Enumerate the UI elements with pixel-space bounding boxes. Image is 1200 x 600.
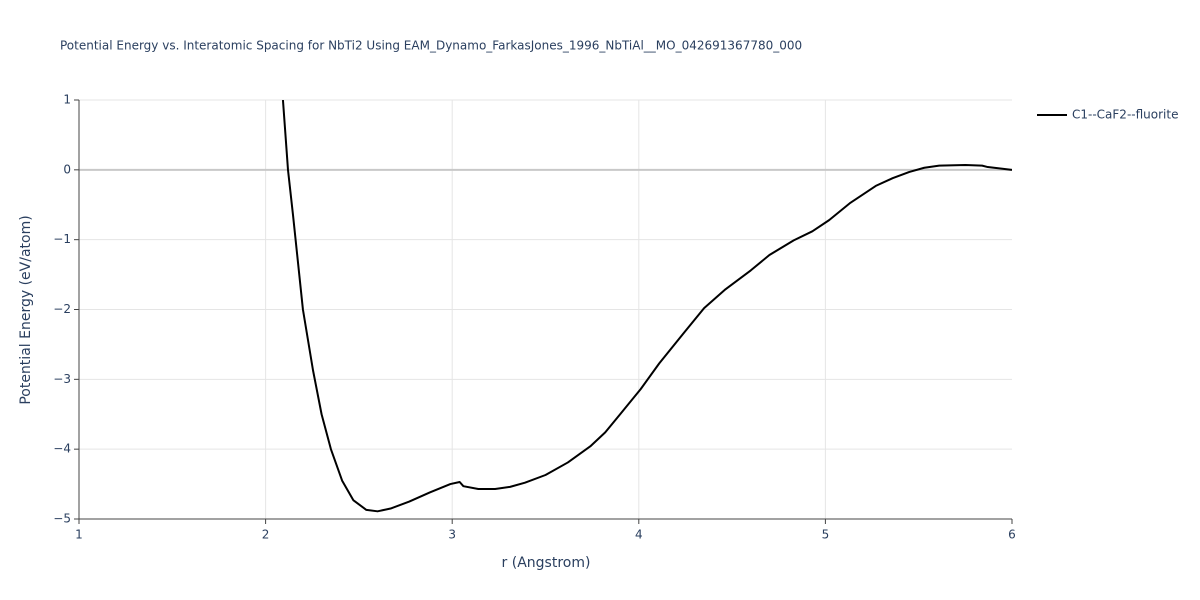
y-tick-label: −5 [53,512,71,526]
y-axis-title: Potential Energy (eV/atom) [18,215,34,404]
y-tick-label: −3 [53,372,71,386]
y-tick-label: −1 [53,232,71,246]
y-tick-label: −2 [53,302,71,316]
x-tick-label: 6 [1008,528,1016,542]
legend-label: C1--CaF2--fluorite [1072,108,1178,122]
plot-area [281,100,1012,513]
data-line [281,100,1012,513]
grid [79,99,1012,519]
x-tick-label: 3 [448,528,456,542]
chart-title: Potential Energy vs. Interatomic Spacing… [60,39,802,53]
x-tick-label: 5 [822,528,830,542]
x-tick-label: 4 [635,528,643,542]
y-tick-label: −4 [53,442,71,456]
y-tick-label: 1 [63,93,71,107]
axes: 1 2 3 4 5 6 −5 −4 −3 −2 −1 0 1 [53,93,1016,542]
x-axis-title: r (Angstrom) [502,555,591,571]
x-tick-label: 1 [75,528,83,542]
x-tick-label: 2 [262,528,270,542]
y-tick-label: 0 [63,162,71,176]
